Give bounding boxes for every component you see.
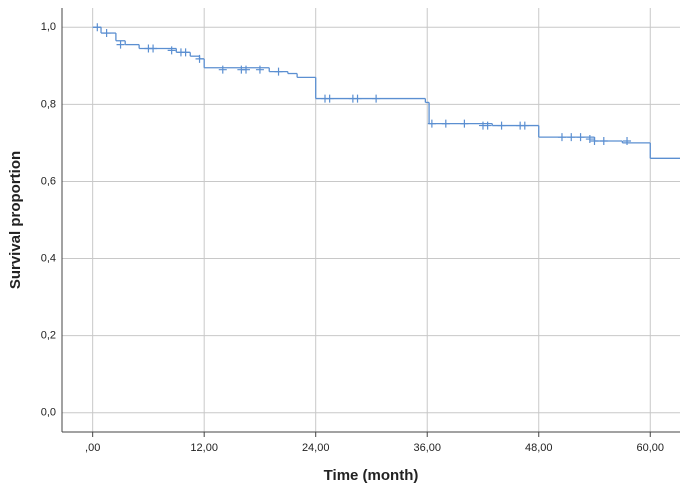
y-tick-label: 0,2 xyxy=(41,330,56,342)
censor-mark xyxy=(116,40,125,49)
censor-mark xyxy=(585,135,594,144)
x-axis-title: Time (month) xyxy=(324,467,419,484)
censor-mark xyxy=(599,136,608,145)
censor-mark xyxy=(567,133,576,142)
censor-mark xyxy=(460,119,469,128)
censor-mark xyxy=(255,65,264,74)
censor-mark xyxy=(93,23,102,32)
y-tick-label: 1,0 xyxy=(41,21,56,33)
y-axis-title: Survival proportion xyxy=(7,151,24,289)
censor-mark xyxy=(353,94,362,103)
y-tick-label: 0,6 xyxy=(41,175,56,187)
x-tick-label: 48,00 xyxy=(525,442,553,454)
censor-mark xyxy=(167,46,176,55)
censor-mark xyxy=(520,121,529,130)
y-tick-label: 0,4 xyxy=(41,252,56,264)
censor-mark xyxy=(195,54,204,63)
censor-mark xyxy=(427,119,436,128)
x-tick-label: 36,00 xyxy=(413,442,441,454)
y-tick-label: 0,0 xyxy=(41,407,56,419)
y-tick-label: 0,8 xyxy=(41,98,56,110)
x-tick-label: 24,00 xyxy=(302,442,330,454)
x-tick-label: 60,00 xyxy=(636,442,664,454)
censor-mark xyxy=(149,44,158,53)
censor-mark xyxy=(372,94,381,103)
x-tick-label: 12,00 xyxy=(190,442,218,454)
censor-mark xyxy=(590,136,599,145)
x-tick-label: ,00 xyxy=(85,442,100,454)
censor-mark xyxy=(483,121,492,130)
censor-mark xyxy=(576,133,585,142)
censor-mark xyxy=(441,119,450,128)
censor-mark xyxy=(218,65,227,74)
censor-mark xyxy=(325,94,334,103)
censor-mark xyxy=(497,121,506,130)
censor-mark xyxy=(102,29,111,38)
censor-mark xyxy=(181,48,190,57)
censor-mark xyxy=(242,65,251,74)
censor-mark xyxy=(557,133,566,142)
censor-mark xyxy=(623,136,632,145)
censor-mark xyxy=(274,67,283,76)
